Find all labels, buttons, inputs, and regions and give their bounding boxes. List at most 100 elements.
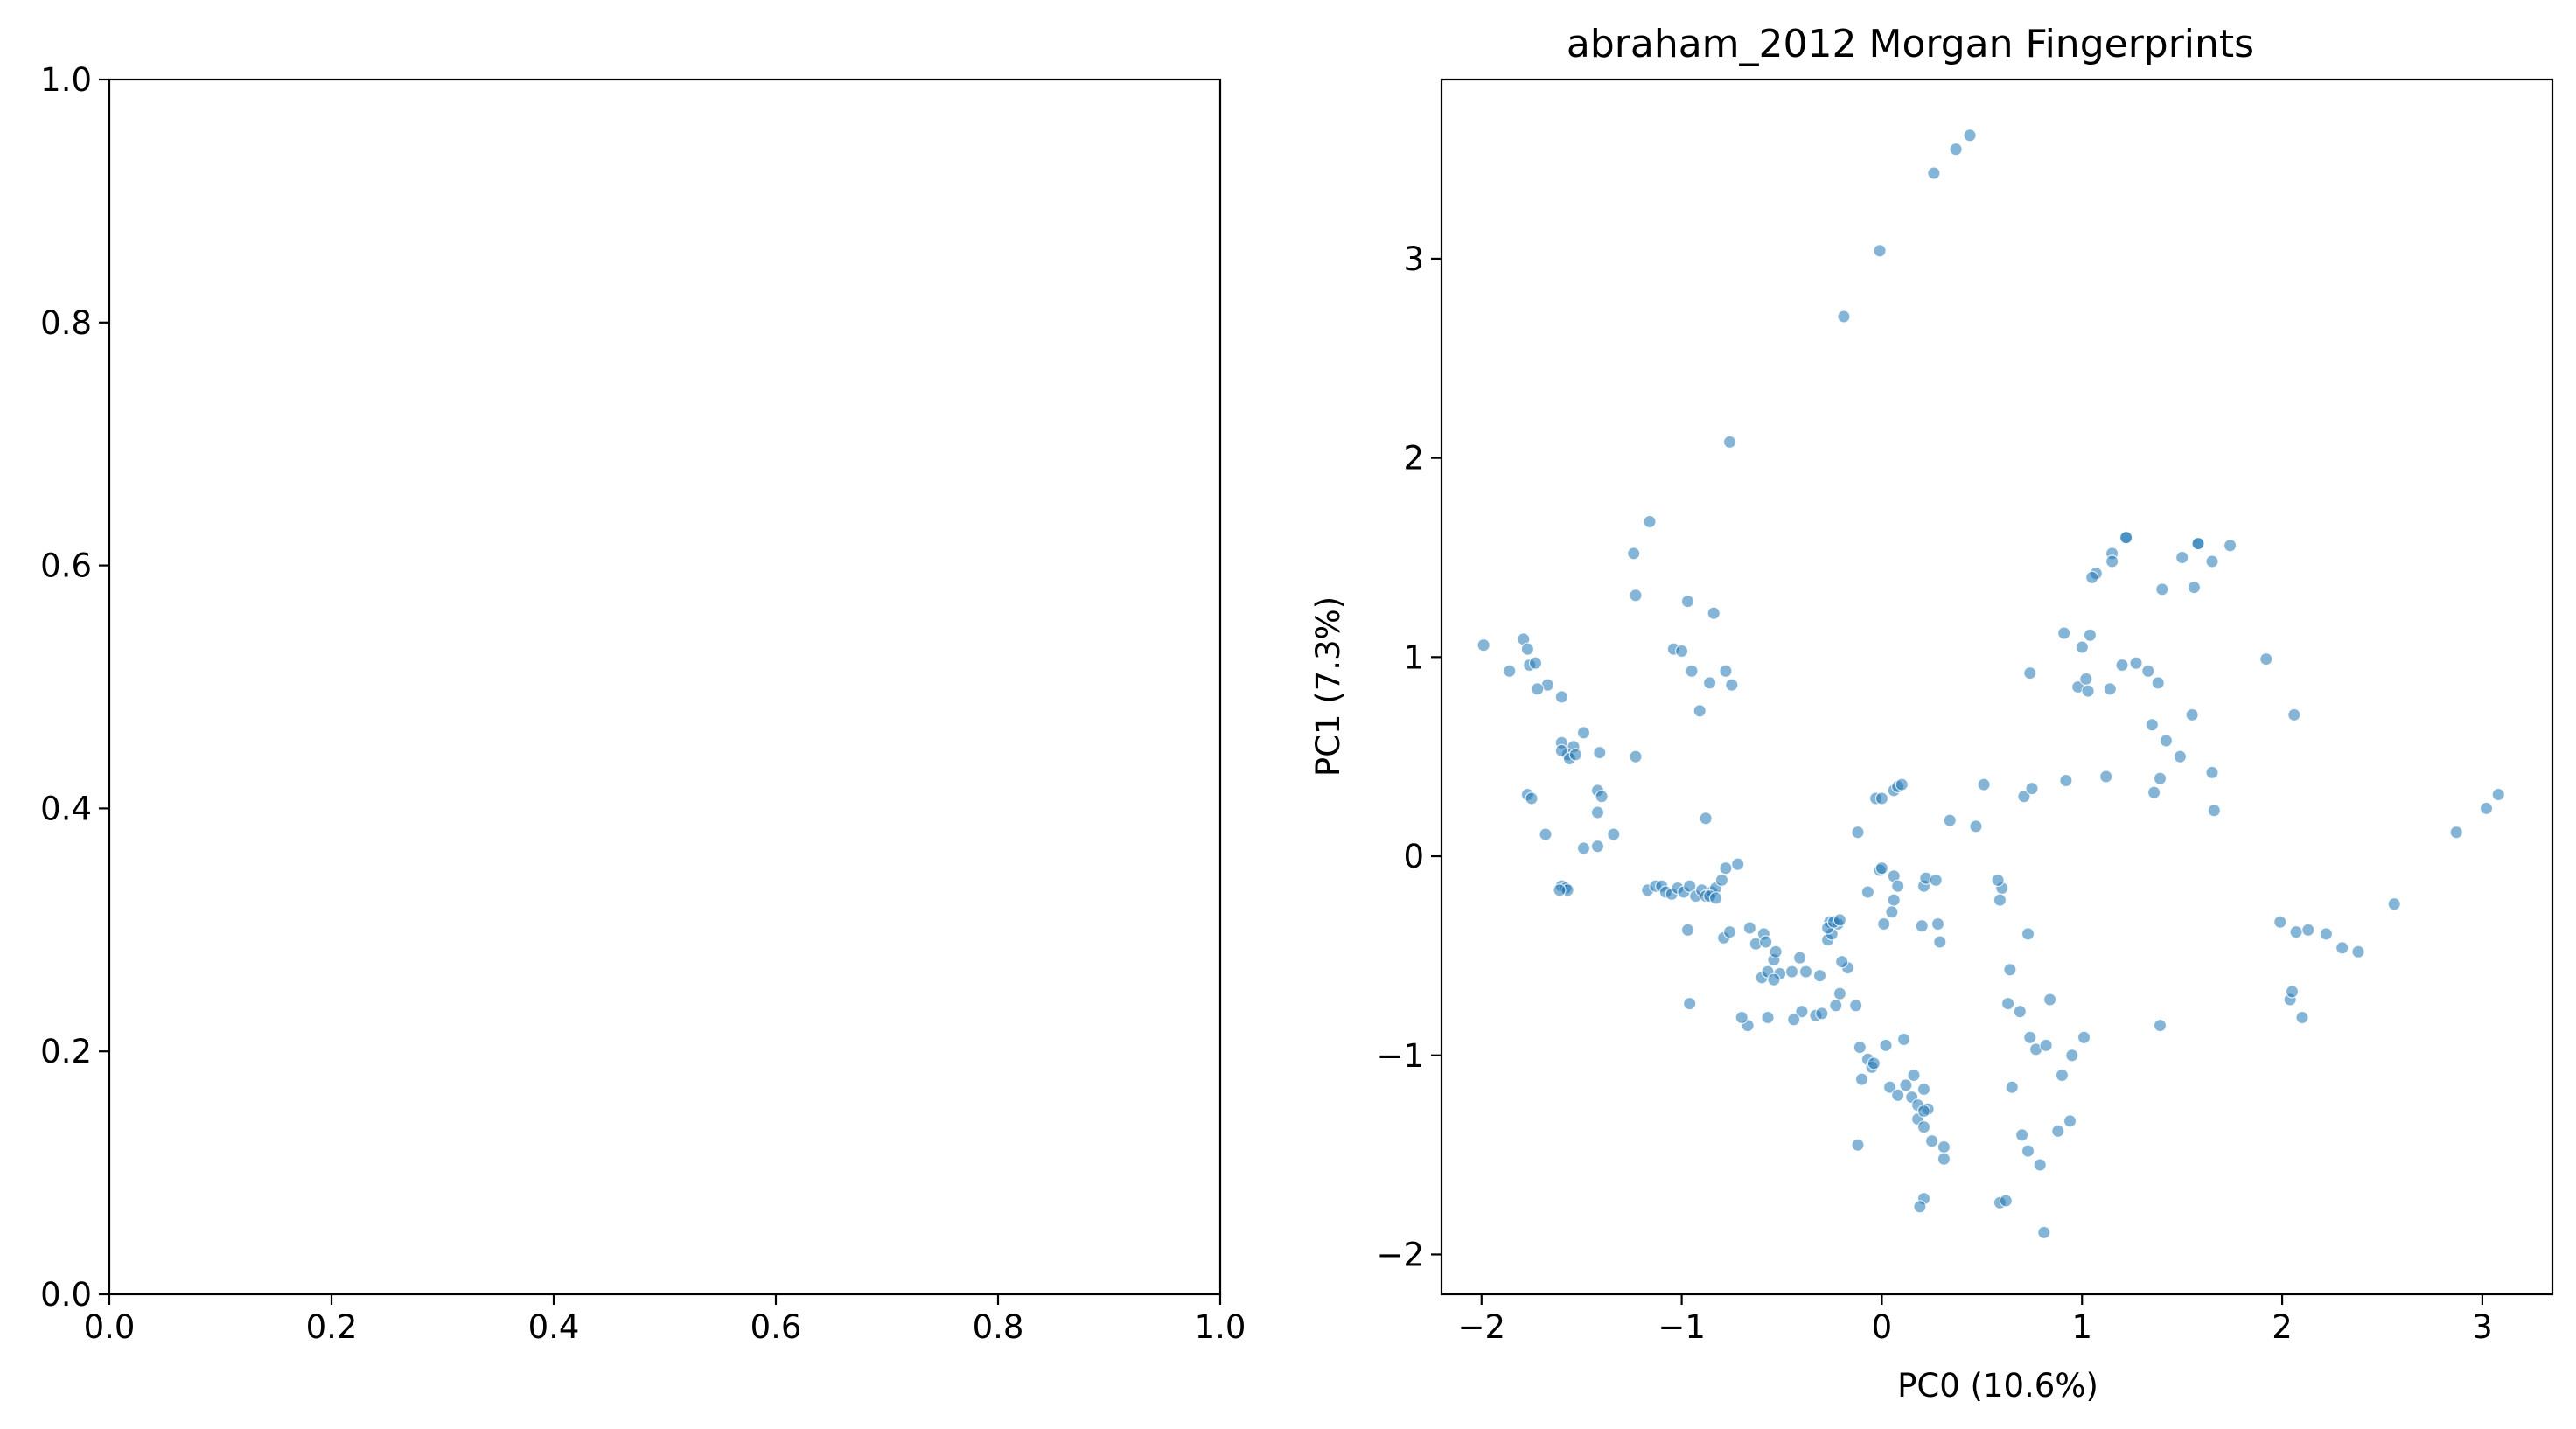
y-tick-label: 0.6 — [40, 547, 92, 585]
scatter-point — [1576, 726, 1591, 740]
scatter-point — [2449, 826, 2463, 840]
scatter-axes-ticks: −2 −1 0 1 2 3 −2 −1 0 1 2 3 — [1376, 240, 2492, 1346]
scatter-point — [2017, 790, 2031, 804]
scatter-point — [1867, 1056, 1881, 1070]
y-axis-title: PC1 (7.3%) — [1309, 596, 1347, 777]
scatter-point — [2103, 682, 2117, 696]
scatter-point — [2151, 676, 2165, 690]
x-tick-label: 1 — [2071, 1308, 2092, 1346]
scatter-point — [2155, 582, 2169, 596]
scatter-point — [2153, 1018, 2168, 1033]
scatter-point — [2013, 1005, 2027, 1019]
scatter-point — [2207, 804, 2221, 818]
scatter-point — [2319, 927, 2333, 941]
scatter-point — [1767, 972, 1781, 986]
scatter-point — [1877, 917, 1891, 931]
y-tick-label: −2 — [1376, 1236, 1424, 1273]
y-tick-label: 0.2 — [40, 1033, 92, 1070]
scatter-point — [1829, 999, 1843, 1013]
scatter-point — [1835, 955, 1849, 969]
scatter-point — [2351, 945, 2365, 958]
scatter-point — [2185, 708, 2199, 722]
scatter-point — [1891, 879, 1905, 893]
scatter-point — [1885, 905, 1899, 919]
scatter-point — [2021, 1144, 2035, 1158]
scatter-point — [1874, 791, 1888, 805]
scatter-point — [2129, 656, 2143, 670]
scatter-point — [2173, 749, 2187, 763]
scatter-point — [2259, 652, 2273, 666]
scatter-point — [1916, 1082, 1931, 1097]
scatter-point — [1593, 745, 1607, 760]
chart-title: abraham_2012 Morgan Fingerprints — [1567, 22, 2254, 66]
scatter-point — [1879, 1038, 1893, 1053]
scatter-point — [2479, 801, 2494, 816]
scatter-point — [1683, 879, 1697, 893]
x-tick-label: 0.6 — [750, 1308, 802, 1346]
scatter-point — [2083, 628, 2097, 642]
scatter-point — [1759, 935, 1773, 949]
scatter-axes-frame — [1440, 78, 2554, 1296]
y-tick-label: 1 — [1403, 638, 1424, 676]
scatter-point — [1833, 913, 1846, 927]
scatter-point — [1899, 1078, 1913, 1092]
scatter-point — [2387, 897, 2401, 911]
scatter-point — [1693, 704, 1707, 718]
scatter-point — [1949, 143, 1963, 157]
scatter-point — [1568, 748, 1582, 762]
scatter-point — [1554, 743, 1568, 758]
scatter-point — [1977, 777, 1991, 791]
x-tick-label: 0.0 — [84, 1308, 136, 1346]
scatter-point — [2051, 1124, 2065, 1138]
scatter-point — [1702, 676, 1717, 690]
scatter-point — [1595, 790, 1609, 804]
scatter-point — [1735, 1010, 1749, 1025]
y-tick-label: 2 — [1403, 440, 1424, 477]
scatter-point — [2187, 580, 2201, 595]
scatter-point — [1528, 656, 1543, 670]
x-tick-label: 0.2 — [306, 1308, 358, 1346]
y-tick-label: 0.4 — [40, 790, 92, 827]
scatter-point — [2141, 664, 2155, 678]
scatter-point — [1837, 310, 1851, 324]
scatter-point — [1929, 873, 1943, 888]
scatter-point — [1714, 873, 1729, 888]
scatter-point — [1554, 690, 1568, 704]
scatter-point — [2059, 773, 2073, 788]
scatter-point — [1629, 589, 1643, 603]
scatter-point — [2159, 734, 2173, 748]
scatter-point — [1590, 840, 1605, 854]
scatter-point — [2023, 666, 2037, 680]
scatter-point — [1798, 965, 1813, 979]
scatter-point — [1916, 1120, 1931, 1134]
scatter-point — [1627, 547, 1641, 561]
scatter-point — [2065, 1049, 2079, 1063]
y-tick-label: −1 — [1376, 1037, 1424, 1075]
scatter-point — [1680, 923, 1695, 937]
scatter-point — [1815, 1007, 1829, 1021]
scatter-point — [1525, 791, 1539, 805]
scatter-point — [2115, 658, 2129, 673]
scatter-point — [1969, 819, 1983, 833]
scatter-point — [1629, 749, 1643, 763]
scatter-point — [2287, 708, 2301, 722]
scatter-point — [1915, 919, 1929, 933]
scatter-point — [2301, 923, 2315, 937]
scatter-point — [2273, 915, 2287, 929]
scatter-point — [1933, 935, 1947, 949]
scatter-point — [1854, 1072, 1869, 1086]
scatter-point — [1916, 1104, 1931, 1119]
scatter-point — [1930, 917, 1945, 931]
x-tick-label: 1.0 — [1195, 1308, 1246, 1346]
scatter-point — [1999, 1194, 2013, 1208]
scatter-point — [1887, 893, 1901, 907]
scatter-point — [2105, 554, 2119, 568]
scatter-point — [1925, 1134, 1939, 1148]
scatter-point — [1891, 1088, 1905, 1102]
scatter-point — [1742, 921, 1757, 935]
scatter-point — [1590, 805, 1605, 819]
y-tick-label: 0.0 — [40, 1276, 92, 1314]
x-tick-label: 2 — [2272, 1308, 2293, 1346]
